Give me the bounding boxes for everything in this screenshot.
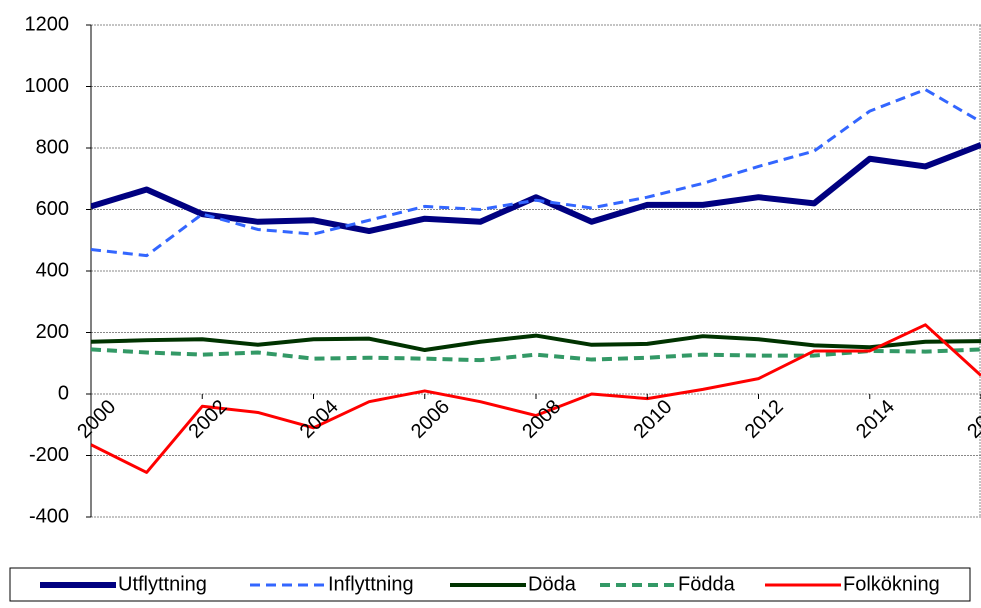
x-tick-label: 2004 xyxy=(296,396,343,443)
x-tick-label: 2014 xyxy=(852,396,899,443)
y-tick-label: 200 xyxy=(36,321,69,343)
series-line xyxy=(91,347,981,363)
legend-label: Döda xyxy=(528,573,577,595)
x-tick-label: 2002 xyxy=(184,396,231,443)
y-tick-label: 1200 xyxy=(25,13,70,35)
y-tick-label: 400 xyxy=(36,259,69,281)
y-tick-label: 0 xyxy=(58,382,69,404)
x-tick-label: 2016 xyxy=(963,396,981,443)
x-tick-label: 2008 xyxy=(518,396,565,443)
x-tick-label: 2010 xyxy=(629,396,676,443)
series-group xyxy=(91,88,981,474)
legend-label: Födda xyxy=(678,573,736,595)
series-line xyxy=(91,323,981,474)
y-tick-label: 600 xyxy=(36,198,69,220)
y-tick-label: -400 xyxy=(29,505,69,527)
y-tick-label: 800 xyxy=(36,136,69,158)
legend-label: Folkökning xyxy=(843,573,940,595)
series-line xyxy=(91,142,981,235)
y-tick-label: -200 xyxy=(29,444,69,466)
series-line xyxy=(91,88,981,258)
x-tick-label: 2006 xyxy=(407,396,454,443)
series-line xyxy=(91,333,981,353)
legend-label: Inflyttning xyxy=(328,573,414,595)
x-tick-label: 2012 xyxy=(741,396,788,443)
y-tick-label: 1000 xyxy=(25,75,70,97)
x-tick-label: 2000 xyxy=(73,396,120,443)
legend-label: Utflyttning xyxy=(118,573,207,595)
